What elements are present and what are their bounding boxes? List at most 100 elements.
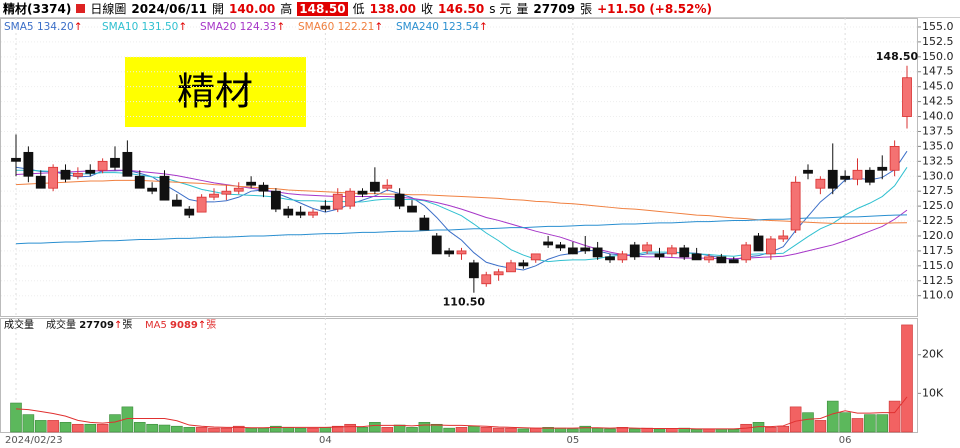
y-tick-label: 142.5	[922, 95, 954, 108]
volume-bar	[468, 425, 480, 433]
volume-bar	[381, 427, 394, 433]
field-label: 收	[420, 2, 433, 16]
ma-line	[15, 179, 908, 224]
y-tick-label: 130.0	[922, 169, 954, 182]
volume-bar	[344, 423, 356, 433]
candle-body	[567, 247, 578, 255]
candle-body	[196, 196, 207, 213]
volume-bar	[121, 406, 134, 433]
volume-bar	[133, 422, 146, 433]
volume-bar	[505, 427, 517, 433]
y-tick-label: 122.5	[922, 214, 954, 227]
volume-bar	[47, 420, 59, 433]
x-tick-label: 2024/02/23	[5, 435, 63, 446]
candle-body	[555, 244, 566, 249]
volume-bar	[10, 402, 22, 433]
legend-value: 134.20	[37, 21, 74, 33]
legend-entry: SMA60 122.21↑	[298, 21, 383, 33]
date: 2024/06/11	[131, 1, 207, 16]
volume-bar	[480, 427, 493, 433]
legend-trend: ↑	[374, 21, 383, 33]
legend-entry: SMA240 123.54↑	[396, 21, 488, 33]
volume-bar	[826, 400, 839, 433]
legend-value: 27709	[79, 320, 114, 331]
candle-body	[902, 77, 912, 117]
volume-bar	[195, 427, 208, 433]
volume-bar	[245, 427, 257, 433]
volume-label: 量	[516, 2, 529, 16]
y-tick-label: 137.5	[922, 124, 954, 137]
candle-body	[803, 169, 813, 174]
volume-bar	[901, 324, 913, 433]
y-tick-label: 140.0	[922, 110, 954, 123]
legend-entry: SMA10 131.50↑	[102, 21, 187, 33]
legend-name: SMA5	[4, 21, 34, 33]
volume-bar	[158, 424, 171, 433]
y-tick-label: 150.0	[922, 50, 954, 63]
y-tick-label: 125.0	[922, 199, 954, 212]
candle-body	[790, 181, 801, 231]
candle-body	[110, 157, 120, 168]
candle-body	[394, 193, 405, 207]
volume-bar	[257, 427, 270, 433]
volume-bar	[22, 414, 35, 433]
volume-bar	[72, 423, 84, 433]
volume-legend-entry: MA5 9089↑張	[145, 319, 216, 331]
candle-body	[147, 187, 158, 192]
candle-body	[852, 169, 863, 180]
y-tick-label: 127.5	[922, 184, 954, 197]
candle-body	[592, 247, 603, 258]
volume-bar	[802, 412, 814, 433]
candle-body	[184, 208, 195, 216]
volume-bar	[542, 427, 554, 433]
volume-bar	[888, 400, 901, 433]
candle-body	[518, 262, 529, 267]
volume-unit: 張	[580, 2, 593, 16]
volume-bar	[406, 427, 418, 433]
candle-body	[493, 271, 504, 276]
volume-bar	[690, 428, 703, 433]
volume-bar	[418, 422, 431, 433]
candle-body	[617, 253, 628, 261]
y-tick-label: 110.0	[922, 289, 954, 302]
volume-bar	[183, 427, 196, 433]
legend-trend: ↑	[74, 21, 83, 33]
field-label: 低	[352, 2, 365, 16]
y-tick-label: 112.5	[922, 274, 954, 287]
field-value: 138.00	[369, 1, 416, 16]
volume-bar	[393, 424, 406, 433]
candle-body	[679, 247, 690, 258]
candle-body	[369, 181, 380, 192]
candle-body	[704, 256, 714, 261]
candle-body	[864, 169, 875, 183]
candle-body	[357, 190, 368, 195]
volume-bar	[579, 425, 592, 433]
volume-bar	[814, 420, 827, 433]
candle-body	[840, 175, 851, 180]
candle-body	[332, 193, 343, 210]
candle-body	[815, 178, 826, 189]
y-tick-label: 120.0	[922, 229, 954, 242]
candle-body	[122, 151, 133, 177]
candle-body	[456, 250, 467, 255]
volume-bar	[727, 428, 740, 433]
candle-body	[85, 169, 96, 174]
candle-body	[295, 211, 306, 216]
volume-bar	[84, 423, 97, 433]
candle-body	[97, 160, 108, 171]
candle-body	[654, 253, 665, 258]
legend-value: 124.33	[240, 21, 277, 33]
candle-body	[716, 256, 727, 264]
volume-bar	[628, 428, 641, 433]
candle-body	[468, 262, 479, 279]
volume-bar	[789, 406, 802, 433]
candle-body	[11, 157, 21, 162]
y-tick-label: 152.5	[922, 35, 954, 48]
volume-bar	[34, 420, 47, 433]
field-value: 140.00	[228, 1, 276, 16]
volume-bar	[319, 427, 332, 433]
legend-value: 9089	[170, 320, 198, 331]
volume-bar	[307, 427, 319, 433]
stock-icon	[76, 4, 86, 13]
legend-name: SMA60	[298, 21, 334, 33]
